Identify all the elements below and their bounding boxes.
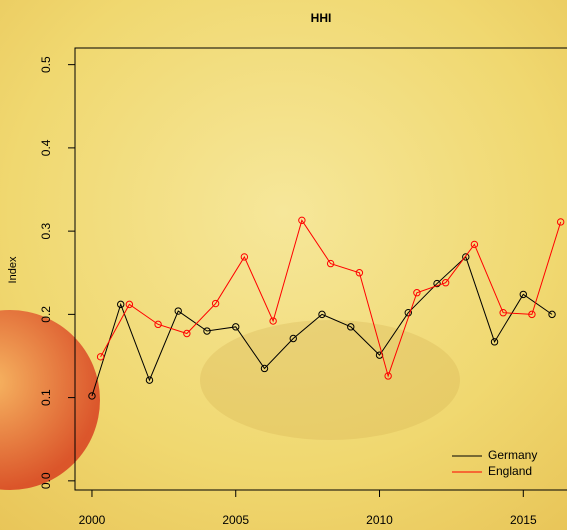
point [269, 317, 277, 325]
point [548, 310, 556, 319]
point [384, 372, 392, 380]
point [145, 376, 154, 384]
y-tick-label: 0.2 [39, 306, 53, 323]
point [519, 290, 527, 299]
point [240, 253, 249, 261]
y-tick-label: 0.4 [39, 139, 53, 156]
point [174, 307, 182, 315]
x-tick-label: 2015 [510, 513, 537, 527]
point [490, 338, 499, 346]
point [470, 240, 479, 249]
point [499, 309, 507, 317]
point [96, 353, 105, 361]
x-tick-label: 2010 [366, 513, 393, 527]
chart-title: HHI [311, 11, 332, 25]
y-tick-label: 0.5 [39, 56, 53, 73]
point [154, 320, 162, 329]
x-tick-label: 2005 [222, 513, 249, 527]
point [528, 310, 536, 319]
background-shade [200, 320, 460, 440]
legend-label: Germany [488, 448, 537, 462]
point [260, 364, 269, 373]
point [232, 323, 240, 331]
point [203, 327, 211, 335]
point [289, 334, 297, 343]
point [211, 299, 220, 308]
x-tick-label: 2000 [79, 513, 106, 527]
plot-frame [74, 47, 567, 491]
point [462, 253, 470, 261]
y-tick-label: 0.0 [39, 472, 53, 489]
y-tick-label: 0.3 [39, 222, 53, 239]
y-tick-label: 0.1 [39, 389, 53, 406]
point [347, 323, 355, 331]
point [326, 259, 335, 268]
point [117, 300, 125, 309]
point [404, 309, 412, 317]
point [433, 279, 441, 288]
point [125, 300, 134, 309]
series-line [91, 256, 553, 397]
point [298, 216, 306, 225]
point [355, 269, 364, 277]
point [318, 310, 326, 319]
point [88, 392, 96, 400]
point [413, 289, 421, 297]
point [556, 218, 565, 226]
series-line [100, 219, 562, 378]
y-axis-label: Index [7, 256, 19, 283]
point [441, 279, 450, 287]
legend-label: England [488, 464, 532, 478]
point [183, 329, 191, 338]
